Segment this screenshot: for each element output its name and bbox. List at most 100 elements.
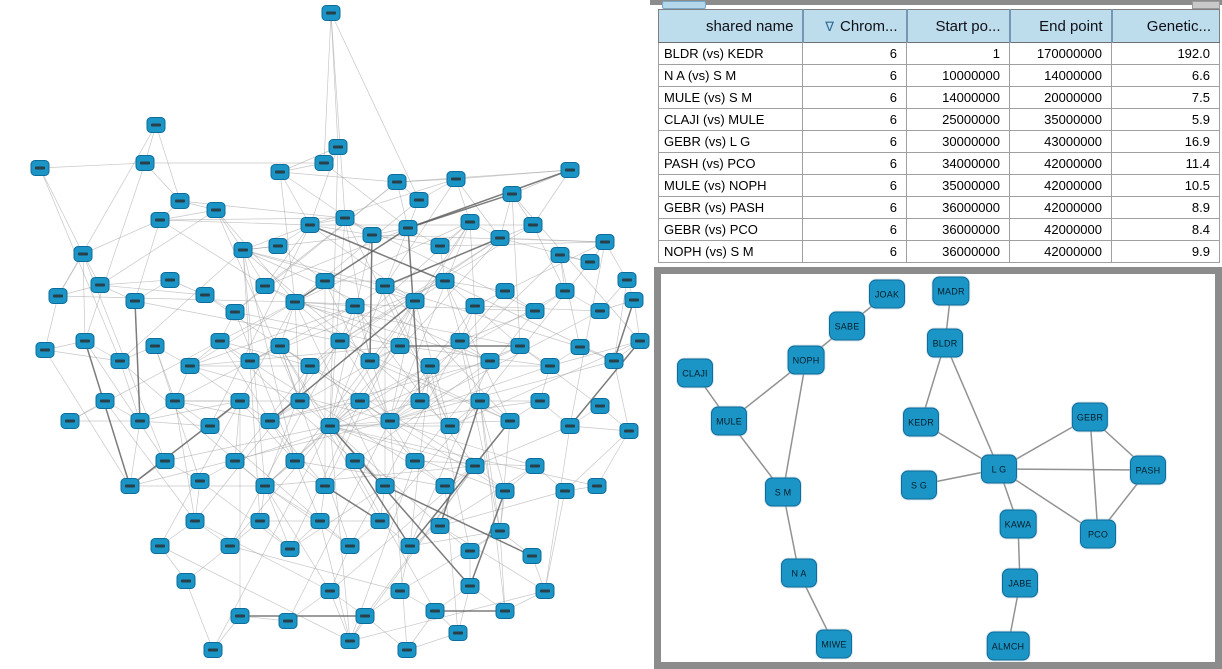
network-node[interactable] <box>490 523 510 539</box>
network-node[interactable] <box>330 333 350 349</box>
network-node[interactable] <box>470 393 490 409</box>
network-node[interactable] <box>60 413 80 429</box>
network-node[interactable]: N A <box>781 558 817 588</box>
network-node[interactable] <box>409 192 429 208</box>
network-node[interactable] <box>195 287 215 303</box>
network-node[interactable] <box>510 338 530 354</box>
network-node[interactable] <box>550 247 570 263</box>
filtered-network-panel[interactable]: JOAK MADR SABE NOPH CLAJI BLDR MULE KEDR GEBR L G… <box>654 267 1222 669</box>
network-node[interactable] <box>460 543 480 559</box>
network-node[interactable] <box>619 423 639 439</box>
network-node[interactable] <box>270 338 290 354</box>
network-node[interactable] <box>35 342 55 358</box>
network-node[interactable]: L G <box>981 454 1017 484</box>
network-node[interactable] <box>206 202 226 218</box>
network-node[interactable] <box>448 625 468 641</box>
network-node[interactable] <box>340 538 360 554</box>
network-node[interactable] <box>617 272 637 288</box>
network-node[interactable]: KAWA <box>999 509 1037 539</box>
network-node[interactable] <box>590 303 610 319</box>
network-node[interactable] <box>375 478 395 494</box>
network-node[interactable]: JABE <box>1002 568 1038 598</box>
network-node[interactable] <box>145 338 165 354</box>
network-node[interactable] <box>525 458 545 474</box>
network-node[interactable] <box>465 458 485 474</box>
table-row[interactable]: GEBR (vs) PASH 6 36000000 42000000 8.9 <box>658 196 1220 219</box>
network-node[interactable] <box>580 254 600 270</box>
table-row[interactable]: BLDR (vs) KEDR 6 1 170000000 192.0 <box>658 42 1220 65</box>
network-node[interactable] <box>233 242 253 258</box>
network-node[interactable] <box>328 139 348 155</box>
network-node[interactable] <box>400 538 420 554</box>
network-node[interactable]: MADR <box>932 276 970 306</box>
network-node[interactable] <box>320 418 340 434</box>
network-node[interactable]: S G <box>901 470 937 500</box>
network-node[interactable] <box>255 478 275 494</box>
network-node[interactable] <box>146 117 166 133</box>
network-node[interactable] <box>203 642 223 658</box>
network-node[interactable] <box>555 483 575 499</box>
table-row[interactable]: N A (vs) S M 6 10000000 14000000 6.6 <box>658 64 1220 87</box>
network-node[interactable] <box>73 246 93 262</box>
network-node[interactable] <box>190 473 210 489</box>
network-node[interactable] <box>560 418 580 434</box>
column-header-end-point[interactable]: End point <box>1008 9 1112 43</box>
network-node[interactable] <box>590 398 610 414</box>
network-node[interactable] <box>30 160 50 176</box>
network-node[interactable] <box>555 283 575 299</box>
network-node[interactable] <box>135 155 155 171</box>
column-header-shared-name[interactable]: shared name <box>658 9 803 43</box>
network-node[interactable] <box>460 578 480 594</box>
network-node[interactable] <box>446 171 466 187</box>
network-node[interactable] <box>240 353 260 369</box>
network-node[interactable] <box>150 538 170 554</box>
network-node[interactable] <box>255 278 275 294</box>
network-node[interactable]: PCO <box>1080 519 1116 549</box>
network-node[interactable] <box>315 478 335 494</box>
network-node[interactable] <box>405 453 425 469</box>
network-node[interactable] <box>350 393 370 409</box>
network-node[interactable] <box>450 333 470 349</box>
network-node[interactable]: BLDR <box>927 328 963 358</box>
network-node[interactable] <box>315 273 335 289</box>
network-node[interactable]: CLAJI <box>677 358 713 388</box>
network-node[interactable]: MIWE <box>816 629 852 659</box>
network-node[interactable]: MULE <box>711 406 747 436</box>
network-node[interactable] <box>425 603 445 619</box>
column-header-start-position[interactable]: Start po... <box>905 9 1010 43</box>
network-node[interactable] <box>320 583 340 599</box>
network-node[interactable] <box>540 358 560 374</box>
network-node[interactable] <box>495 603 515 619</box>
network-node[interactable] <box>300 358 320 374</box>
network-node[interactable] <box>624 292 644 308</box>
network-node[interactable] <box>165 393 185 409</box>
network-node[interactable] <box>225 453 245 469</box>
network-node[interactable] <box>465 298 485 314</box>
table-row[interactable]: PASH (vs) PCO 6 34000000 42000000 11.4 <box>658 152 1220 175</box>
network-node[interactable] <box>495 483 515 499</box>
network-node[interactable] <box>360 353 380 369</box>
table-row[interactable]: MULE (vs) S M 6 14000000 20000000 7.5 <box>658 86 1220 109</box>
network-node[interactable]: ALMCH <box>986 631 1030 661</box>
network-node[interactable] <box>460 214 480 230</box>
network-node[interactable] <box>355 608 375 624</box>
network-node[interactable] <box>290 393 310 409</box>
network-node[interactable] <box>502 186 522 202</box>
network-node[interactable]: JOAK <box>869 279 905 309</box>
network-node[interactable] <box>430 518 450 534</box>
network-node[interactable]: PASH <box>1130 455 1166 485</box>
network-node[interactable] <box>397 642 417 658</box>
network-node[interactable] <box>595 234 615 250</box>
network-node[interactable] <box>340 633 360 649</box>
network-node[interactable] <box>300 217 320 233</box>
network-node[interactable] <box>170 193 190 209</box>
network-node[interactable] <box>435 273 455 289</box>
network-node[interactable] <box>440 418 460 434</box>
network-node[interactable] <box>130 413 150 429</box>
network-node[interactable] <box>345 453 365 469</box>
network-node[interactable]: SABE <box>829 311 865 341</box>
network-node[interactable] <box>522 548 542 564</box>
network-node[interactable] <box>495 283 515 299</box>
network-node[interactable]: KEDR <box>903 407 939 437</box>
network-node[interactable] <box>225 304 245 320</box>
